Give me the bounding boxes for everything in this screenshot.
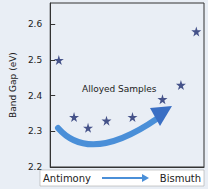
svg-text:2.4: 2.4 [28, 91, 43, 101]
svg-text:2.3: 2.3 [28, 126, 42, 136]
svg-text:Bismuth: Bismuth [160, 173, 201, 184]
svg-text:Antimony: Antimony [43, 173, 91, 184]
svg-text:2.2: 2.2 [28, 162, 42, 172]
svg-text:2.5: 2.5 [28, 55, 42, 65]
svg-text:2.6: 2.6 [28, 19, 43, 29]
svg-text:Band Gap (eV): Band Gap (eV) [8, 52, 18, 118]
svg-text:Alloyed Samples: Alloyed Samples [82, 84, 157, 94]
